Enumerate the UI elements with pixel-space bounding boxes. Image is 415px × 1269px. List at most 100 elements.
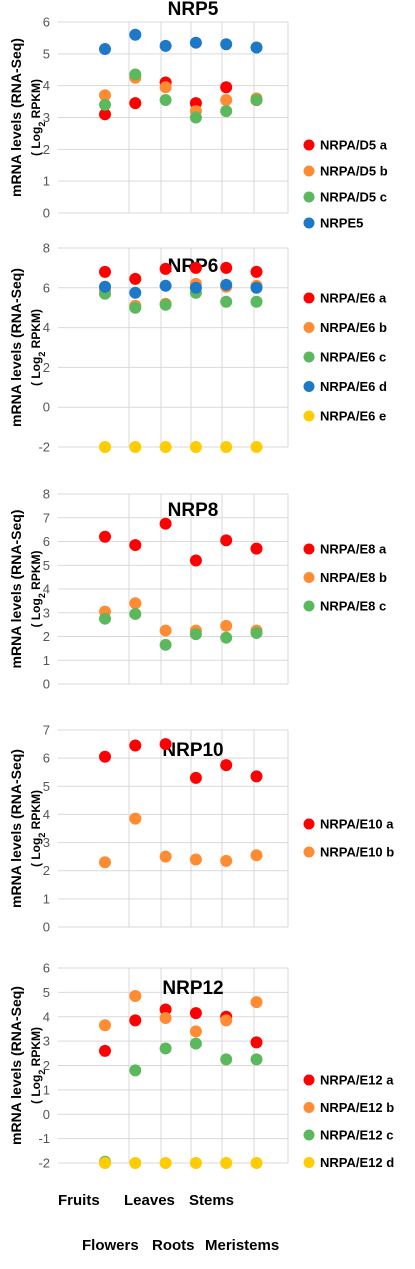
data-point-nrpa-d5-c xyxy=(250,93,263,106)
data-point-nrpa-e6-d xyxy=(250,281,263,294)
category-label-leaves: Leaves xyxy=(124,1192,175,1209)
data-point-nrpa-e6-e xyxy=(129,441,142,453)
data-point-nrpa-e12-b xyxy=(189,1025,202,1038)
legend-label: NRPA/E6 d xyxy=(320,379,387,394)
y-axis-sublabel: ( Log2 RPKM) xyxy=(29,309,47,386)
data-point-nrpa-e12-a xyxy=(159,1003,172,1016)
y-tick-label: 1 xyxy=(43,653,50,668)
category-label-flowers: Flowers xyxy=(82,1237,139,1254)
legend-label: NRPA/D5 a xyxy=(320,138,388,153)
data-point-nrpa-e8-a xyxy=(220,534,233,547)
data-point-nrpa-e6-e xyxy=(250,441,263,453)
y-tick-label: 3 xyxy=(43,835,50,850)
data-point-nrpa-d5-a xyxy=(129,97,142,110)
data-point-nrpa-e6-a xyxy=(159,262,172,275)
legend-marker xyxy=(303,818,315,830)
legend-marker xyxy=(303,1129,315,1141)
legend-label: NRPA/E6 e xyxy=(320,409,386,424)
legend-label: NRPA/E8 c xyxy=(320,599,386,614)
data-point-nrpa-e12-b xyxy=(220,1014,233,1027)
data-point-nrpa-e8-c xyxy=(159,638,172,651)
data-point-nrpa-e10-a xyxy=(220,759,233,772)
data-point-nrpa-e8-a xyxy=(159,517,172,530)
y-tick-label: 6 xyxy=(43,280,50,295)
y-tick-label: 1 xyxy=(43,1082,50,1097)
legend-marker xyxy=(303,381,315,392)
data-point-nrpa-e10-b xyxy=(129,812,142,825)
chart-title: NRP5 xyxy=(168,0,219,20)
data-point-nrpa-d5-c xyxy=(189,111,202,124)
legend-label: NRPA/D5 b xyxy=(320,164,388,179)
data-point-nrpa-e8-a xyxy=(99,530,111,543)
legend-label: NRPA/E6 c xyxy=(320,350,386,365)
y-tick-label: 6 xyxy=(43,751,50,766)
legend-label: NRPA/E8 a xyxy=(320,542,387,557)
y-tick-label: 2 xyxy=(43,629,50,644)
data-point-nrpa-e8-a xyxy=(189,554,202,567)
data-point-nrpa-e12-a xyxy=(99,1044,111,1057)
chart-title: NRP10 xyxy=(162,740,223,761)
data-point-nrpa-e12-a xyxy=(250,1036,263,1049)
y-tick-label: 1 xyxy=(43,891,50,906)
y-tick-label: 5 xyxy=(43,985,50,1000)
y-tick-label: 4 xyxy=(43,807,50,822)
data-point-nrpa-e10-b xyxy=(159,850,172,863)
data-point-nrpa-e6-e xyxy=(159,441,172,453)
data-point-nrpa-e6-a xyxy=(250,265,263,278)
data-point-nrpa-e12-c xyxy=(129,1064,142,1077)
legend-label: NRPA/E6 b xyxy=(320,320,387,335)
legend-label: NRPA/E6 a xyxy=(320,291,387,306)
data-point-nrpa-e6-a xyxy=(129,272,142,285)
category-label-meristems: Meristems xyxy=(205,1237,279,1254)
y-tick-label: 7 xyxy=(43,510,50,525)
legend-marker xyxy=(303,846,315,858)
y-axis-sublabel: ( Log2 RPKM) xyxy=(29,790,47,867)
y-tick-label: 7 xyxy=(43,723,50,738)
y-tick-label: 6 xyxy=(43,534,50,549)
data-point-nrpa-e12-d xyxy=(159,1157,172,1169)
data-point-nrpe5 xyxy=(159,39,172,52)
data-point-nrpa-e8-c xyxy=(189,628,202,641)
legend-marker xyxy=(303,322,315,333)
chart-panel-nrp10: 0 1 2 3 4 5 6 7 NRP10 mRNA levels (RNA-Seq) ( Log2… xyxy=(8,723,394,935)
data-point-nrpa-e6-d xyxy=(220,278,233,291)
data-point-nrpa-d5-c xyxy=(159,93,172,106)
y-tick-label: 8 xyxy=(43,487,50,502)
y-tick-label: 3 xyxy=(43,605,50,620)
chart-panel-nrp6: -202468NRP6mRNA levels (RNA-Seq)( Log2 R… xyxy=(8,241,387,455)
data-point-nrpa-e8-a xyxy=(129,539,142,552)
y-tick-label: 4 xyxy=(43,320,50,335)
legend-label: NRPA/E12 d xyxy=(320,1155,394,1170)
data-point-nrpa-d5-c xyxy=(129,68,142,81)
y-tick-label: -2 xyxy=(38,440,50,455)
category-label-fruits: Fruits xyxy=(58,1192,100,1209)
legend-label: NRPA/E10 b xyxy=(320,845,394,860)
legend-label: NRPA/E10 a xyxy=(320,817,394,832)
data-point-nrpa-e8-b xyxy=(159,624,172,637)
data-point-nrpa-e10-a xyxy=(250,770,263,783)
y-axis-sublabel: ( Log2 RPKM) xyxy=(29,79,47,156)
data-point-nrpa-e12-c xyxy=(250,1053,263,1066)
legend-marker xyxy=(303,1074,315,1086)
data-point-nrpa-e6-c xyxy=(159,298,172,311)
data-point-nrpa-d5-b xyxy=(159,81,172,94)
data-point-nrpa-e6-d xyxy=(129,286,142,299)
chart-title: NRP12 xyxy=(162,978,223,999)
y-tick-label: -2 xyxy=(38,1156,50,1171)
data-point-nrpa-d5-c xyxy=(220,105,233,118)
data-point-nrpa-e8-c xyxy=(250,626,263,639)
y-tick-label: 0 xyxy=(43,400,50,415)
data-point-nrpa-e10-a xyxy=(159,738,172,751)
y-tick-label: 4 xyxy=(43,78,50,93)
chart-panel-nrp8: 0 1 2 3 4 5 6 7 8 NRP8 mRNA levels (RNA-Seq) ( Log2… xyxy=(8,487,387,692)
y-tick-label: 2 xyxy=(43,863,50,878)
data-point-nrpa-d5-a xyxy=(220,81,233,94)
legend-marker xyxy=(303,191,315,203)
y-tick-label: 6 xyxy=(43,15,50,30)
legend-label: NRPA/E12 a xyxy=(320,1073,394,1088)
data-point-nrpa-e10-a xyxy=(129,739,142,752)
legend-marker xyxy=(303,165,315,177)
data-point-nrpa-e10-b xyxy=(250,849,263,862)
y-tick-label: 0 xyxy=(43,1107,50,1122)
